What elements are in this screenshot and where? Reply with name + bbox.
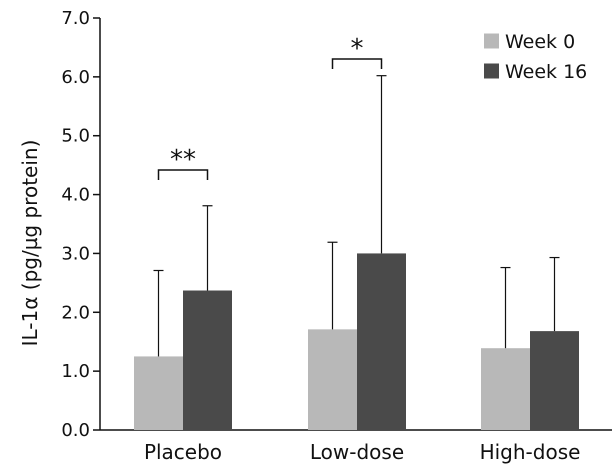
bar-week0 [134,356,183,430]
legend: Week 0 Week 16 [484,31,587,83]
y-tick-label: 2.0 [61,302,90,323]
legend-label: Week 0 [505,31,575,53]
x-category-label: High-dose [480,440,581,464]
bar-week16 [357,253,406,430]
significance-label: * [351,34,364,64]
x-category-label: Placebo [144,440,222,464]
bar-week16 [530,331,579,430]
bar-week0 [481,348,530,430]
bar-week0 [308,329,357,430]
y-tick-label: 3.0 [61,243,90,264]
bar-week16 [183,290,232,430]
x-category-label: Low-dose [310,440,404,464]
legend-swatch [484,63,499,79]
y-tick-label: 1.0 [61,361,90,382]
legend-label: Week 16 [505,61,587,83]
y-tick-label: 0.0 [61,420,90,441]
y-tick-label: 5.0 [61,126,90,147]
significance-bracket [331,58,383,69]
y-tick-label: 4.0 [61,185,90,206]
significance-bracket [157,169,209,180]
legend-swatch [484,33,499,49]
y-axis-label: IL-1α (pg/µg protein) [18,140,42,347]
plot-area: 0.0 1.0 2.0 3.0 4.0 5.0 6.0 7.0 Placebo Low-dose H… [61,8,612,464]
y-tick-label: 6.0 [61,67,90,88]
y-tick-label: 7.0 [61,8,90,29]
significance-label: ** [170,145,196,175]
